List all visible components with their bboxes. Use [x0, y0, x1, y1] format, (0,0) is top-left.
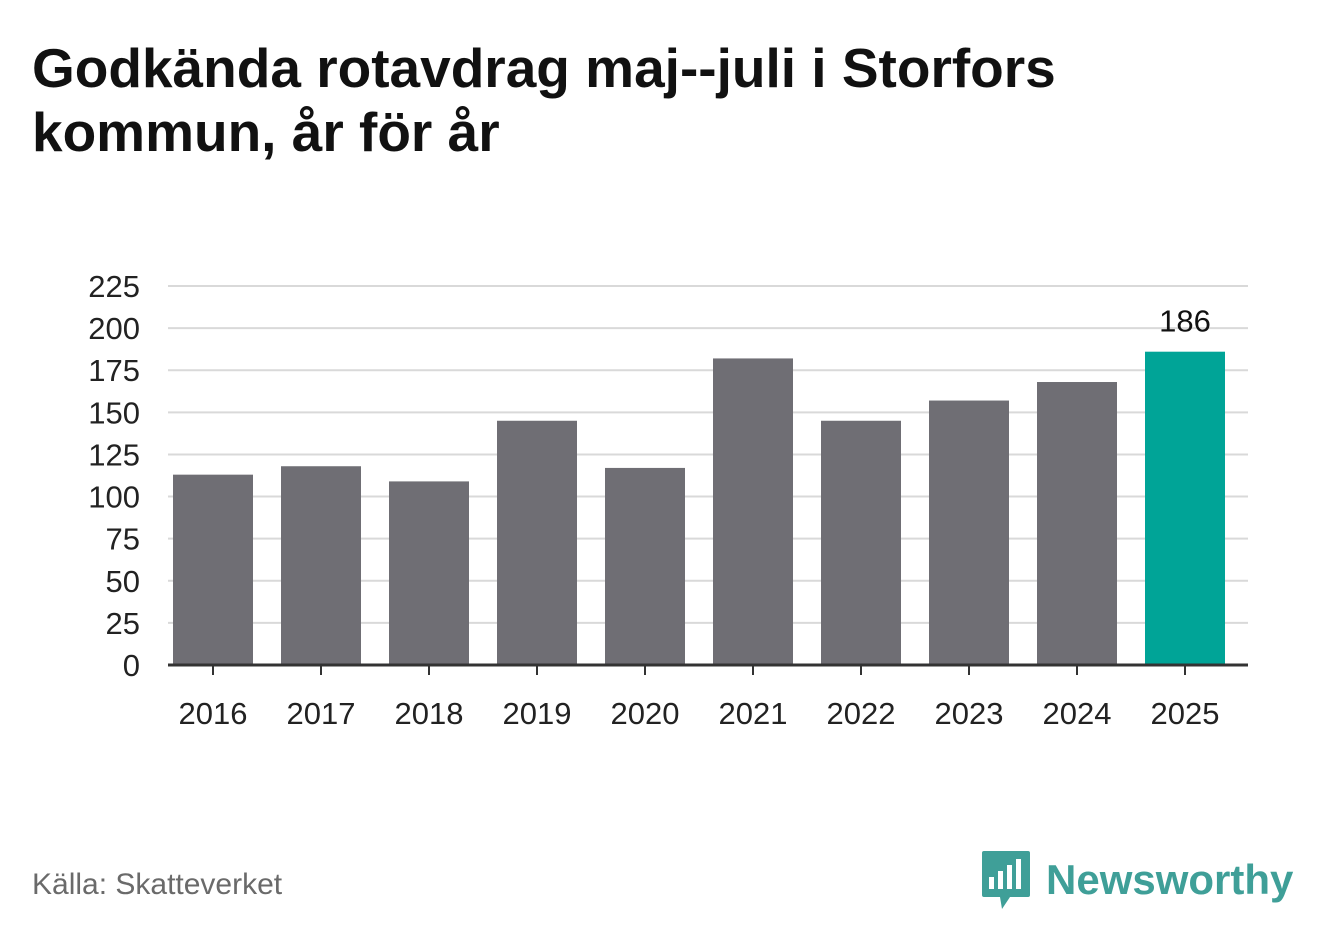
x-tick-label: 2018	[395, 696, 464, 731]
x-tick-label: 2024	[1043, 696, 1112, 731]
data-label: 186	[1159, 304, 1211, 339]
x-tick-label: 2017	[287, 696, 356, 731]
bars	[173, 351, 1225, 665]
bar	[173, 474, 253, 665]
axes	[168, 663, 1248, 675]
x-tick-label: 2022	[827, 696, 896, 731]
y-tick-label: 0	[123, 648, 140, 683]
x-tick-label: 2019	[503, 696, 572, 731]
y-tick-label: 150	[88, 395, 140, 430]
bar-chart-speech-bubble-icon	[982, 851, 1030, 909]
brand-logo: Newsworthy	[980, 848, 1293, 912]
y-tick-label: 200	[88, 311, 140, 346]
x-tick-label: 2025	[1151, 696, 1220, 731]
bar	[821, 420, 901, 665]
bar	[389, 481, 469, 665]
y-tick-label: 25	[106, 606, 140, 641]
x-tick-label: 2023	[935, 696, 1004, 731]
chart-title: Godkända rotavdrag maj--juli i Storfors …	[32, 37, 1056, 163]
y-tick-label: 75	[106, 522, 140, 557]
y-tick-label: 50	[106, 564, 140, 599]
bar	[929, 400, 1009, 665]
y-tick-label: 100	[88, 480, 140, 515]
x-tick-label: 2020	[611, 696, 680, 731]
x-tick-label: 2016	[179, 696, 248, 731]
bar	[605, 467, 685, 665]
source-text: Källa: Skatteverket	[32, 868, 283, 901]
bar	[713, 358, 793, 665]
labels: 0 25 50 75 100 125 150 175 200 225 2016 2017 2018 201…	[88, 269, 1219, 731]
brand-name: Newsworthy	[1046, 856, 1294, 903]
y-tick-label: 125	[88, 437, 140, 472]
bar-highlight	[1145, 351, 1225, 665]
x-tick-label: 2021	[719, 696, 788, 731]
bar	[497, 420, 577, 665]
bar	[1037, 382, 1117, 665]
y-tick-label: 175	[88, 353, 140, 388]
bar	[281, 466, 361, 665]
y-tick-label: 225	[88, 269, 140, 304]
